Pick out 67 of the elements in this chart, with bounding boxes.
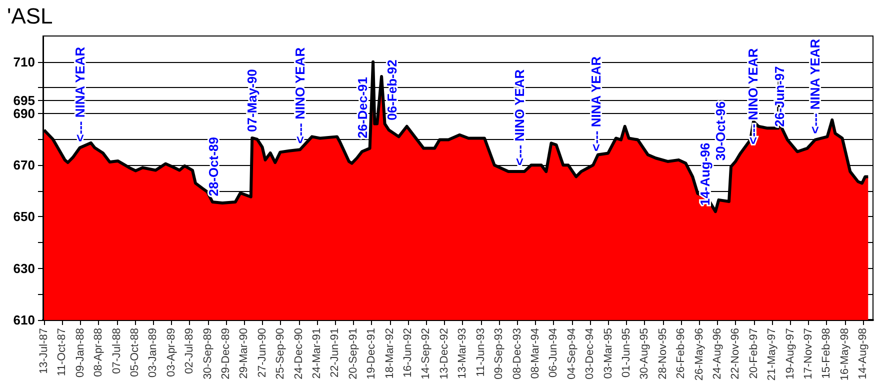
x-tick-label: 30-Aug-95	[638, 328, 651, 380]
annotation: <--- NINO YEAR	[512, 68, 527, 166]
x-tick-label: 07-Jul-88	[110, 328, 123, 374]
x-tick-label: 14-Aug-98	[857, 328, 870, 380]
x-tick-label: 05-Oct-88	[129, 328, 142, 377]
annotation: 28-Oct-89	[206, 137, 221, 196]
y-tick-label: 670	[13, 158, 35, 173]
x-tick-label: 17-Nov-97	[802, 328, 814, 380]
x-tick-label: 06-Jun-94	[548, 328, 560, 378]
annotation: <--- NINO YEAR	[292, 46, 308, 144]
annotation: 06-Feb-92	[384, 60, 400, 120]
x-tick-label: 03-Jan-89	[147, 328, 160, 378]
x-tick-label: 27-Jun-90	[256, 328, 268, 378]
chart-title: 'ASL	[7, 4, 53, 28]
annotation: 26-Jun-97	[772, 66, 787, 127]
annotation: 07-May-90	[244, 69, 260, 132]
x-tick-label: 03-Apr-89	[165, 328, 178, 377]
x-tick-label: 03-Mar-95	[602, 328, 614, 379]
x-tick-label: 03-Dec-94	[584, 328, 596, 380]
x-tick-label: 24-Aug-96	[711, 328, 724, 380]
y-tick-label: 710	[13, 54, 35, 70]
x-tick-label: 19-Dec-91	[366, 328, 378, 380]
x-tick-label: 09-Sep-93	[493, 328, 506, 380]
x-tick-label: 08-Mar-94	[529, 328, 542, 379]
annotation: <--- NINA YEAR	[808, 38, 823, 134]
y-tick-label: 610	[13, 312, 35, 328]
annotation: <--- NINA YEAR	[72, 46, 88, 142]
x-tick-label: 24-Dec-90	[292, 328, 305, 380]
x-tick-label: 16-May-98	[838, 328, 851, 381]
y-tick-label: 630	[13, 260, 35, 276]
x-tick-label: 13-Mar-93	[456, 328, 469, 379]
annotation: 30-Oct-96	[713, 101, 728, 161]
x-tick-label: 29-Dec-89	[220, 328, 232, 380]
x-tick-label: 16-Jun-92	[402, 328, 414, 378]
x-tick-label: 08-Dec-93	[511, 328, 524, 380]
x-tick-label: 28-Nov-95	[656, 328, 669, 380]
x-tick-label: 19-Aug-97	[784, 328, 796, 380]
y-tick-label: 650	[13, 209, 35, 224]
x-tick-label: 20-Feb-97	[748, 328, 760, 379]
x-tick-label: 11-Jun-93	[474, 328, 487, 377]
x-tick-label: 15-Feb-98	[820, 328, 833, 379]
x-tick-label: 20-Sep-91	[347, 328, 360, 380]
x-tick-label: 01-Jun-95	[620, 328, 632, 378]
x-tick-label: 13-Jul-87	[38, 328, 50, 374]
x-tick-label: 11-Oct-87	[56, 328, 68, 376]
annotation: 14-Aug-96	[697, 142, 712, 206]
x-tick-label: 21-May-97	[766, 328, 778, 381]
x-tick-label: 02-Jul-89	[184, 328, 196, 374]
y-tick-label: 690	[13, 106, 35, 121]
x-tick-label: 18-Mar-92	[384, 328, 396, 379]
annotation: 26-Dec-91	[355, 77, 370, 138]
y-tick-label: 695	[13, 93, 35, 108]
x-tick-label: 25-Sep-90	[274, 328, 287, 380]
x-tick-label: 13-Dec-92	[438, 328, 450, 380]
annotation: <--- NINA YEAR	[588, 56, 604, 152]
x-tick-label: 22-Nov-96	[730, 328, 742, 380]
x-tick-label: 14-Sep-92	[420, 328, 432, 380]
x-tick-label: 26-May-96	[693, 328, 706, 381]
x-tick-label: 30-Sep-89	[202, 328, 214, 380]
x-tick-label: 08-Apr-88	[92, 328, 105, 377]
x-tick-label: 22-Jun-91	[329, 328, 342, 378]
x-tick-label: 24-Mar-91	[311, 328, 324, 379]
x-tick-label: 09-Jan-88	[74, 328, 86, 378]
x-tick-label: 04-Sep-94	[566, 328, 578, 380]
x-tick-label: 29-Mar-90	[238, 328, 250, 379]
x-tick-label: 26-Feb-96	[675, 328, 688, 379]
annotation: <--- NINO YEAR	[746, 48, 761, 144]
